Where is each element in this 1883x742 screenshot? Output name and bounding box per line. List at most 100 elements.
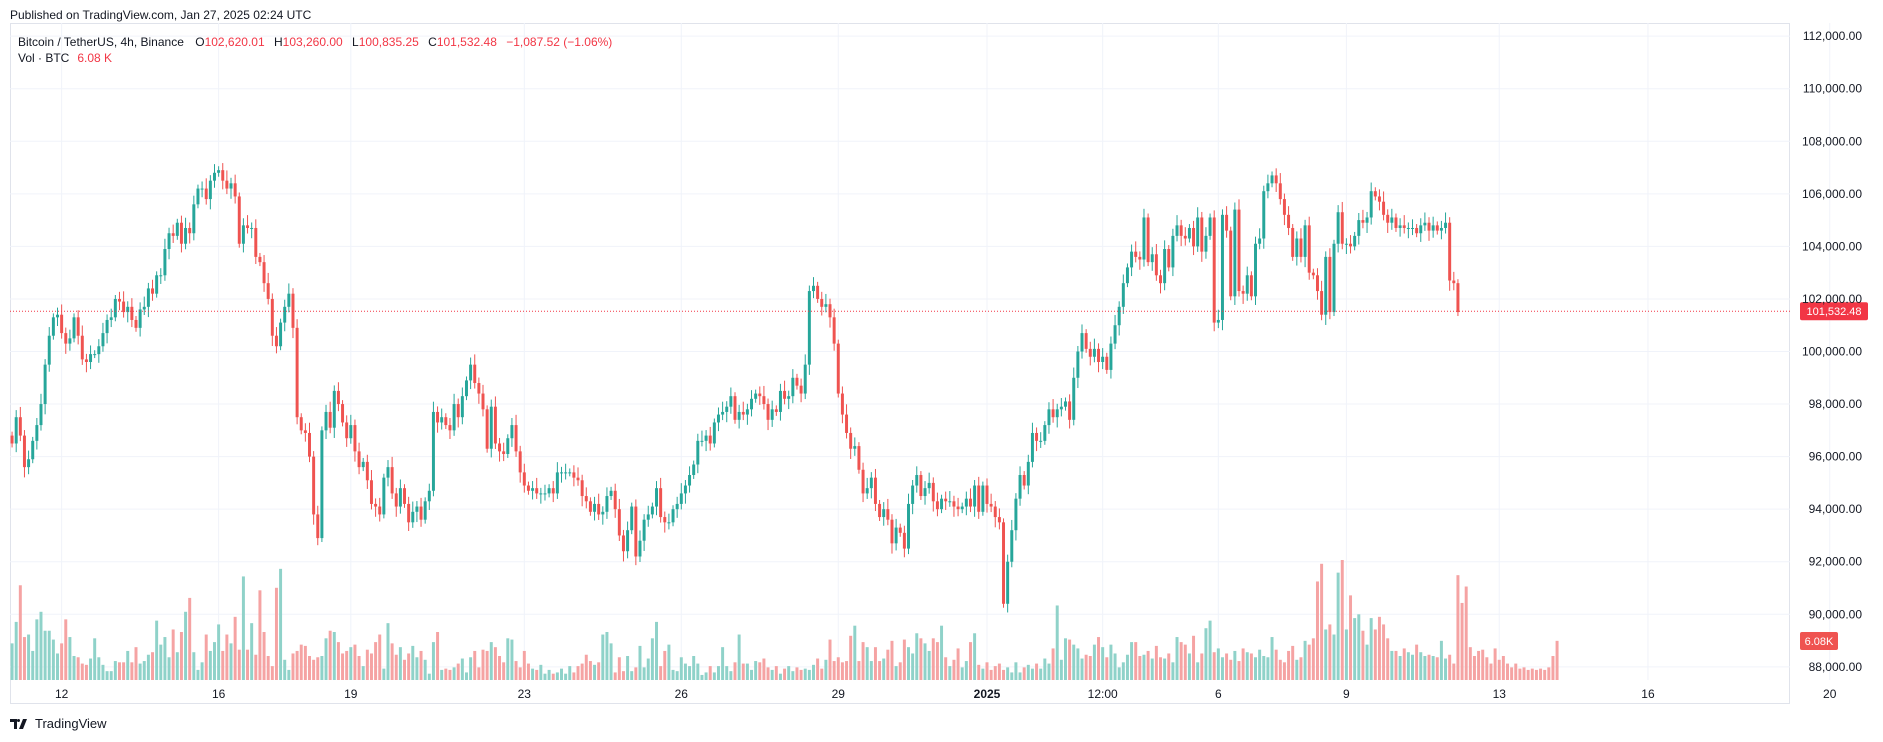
- volume-bar: [836, 657, 840, 680]
- volume-bar: [646, 658, 650, 680]
- time-tick-label: 26: [675, 687, 689, 701]
- volume-bar: [741, 663, 745, 680]
- volume-bar: [597, 662, 601, 680]
- last-price-badge: [1800, 302, 1868, 321]
- candle-body: [1340, 212, 1344, 244]
- candle-body: [638, 540, 642, 557]
- volume-bar: [1382, 624, 1386, 680]
- candle-body: [609, 490, 613, 497]
- volume-bar: [452, 667, 456, 680]
- volume-bar: [948, 666, 952, 680]
- candle-body: [1439, 227, 1443, 231]
- volume-bar: [464, 672, 468, 680]
- symbol-label[interactable]: Bitcoin / TetherUS, 4h, Binance: [18, 35, 184, 49]
- candle-body: [1196, 217, 1200, 247]
- candle-body: [1361, 220, 1365, 223]
- candle-body: [758, 393, 762, 397]
- volume-bar: [225, 634, 229, 680]
- volume-bar: [312, 659, 316, 680]
- volume-value: 6.08 K: [77, 51, 113, 65]
- volume-bar: [361, 666, 365, 680]
- candle-body: [923, 488, 927, 497]
- candle-body: [241, 225, 245, 244]
- volume-bar: [857, 661, 861, 680]
- candle-body: [109, 317, 113, 320]
- volume-bar: [76, 657, 80, 680]
- volume-bar: [882, 658, 886, 680]
- price-tick-label: 106,000.00: [1802, 187, 1862, 201]
- volume-bar: [655, 621, 658, 680]
- candle-body: [436, 411, 440, 423]
- volume-bar: [1406, 652, 1410, 680]
- volume-bar: [1307, 644, 1311, 680]
- volume-bar: [952, 659, 956, 680]
- volume-bar: [609, 643, 613, 680]
- volume-bar: [766, 667, 770, 680]
- volume-bar: [1287, 650, 1291, 680]
- volume-bar: [642, 667, 646, 680]
- candle-body: [266, 283, 270, 299]
- volume-bar: [1196, 662, 1200, 680]
- candle-body: [374, 503, 378, 507]
- candle-body: [283, 306, 287, 323]
- volume-bar: [1014, 662, 1018, 680]
- brand-label[interactable]: TradingView: [35, 716, 107, 731]
- candle-body: [803, 364, 807, 394]
- volume-bar: [403, 659, 407, 680]
- candle-body: [1159, 275, 1162, 284]
- volume-bar: [332, 632, 336, 680]
- footer: TradingView: [10, 716, 107, 731]
- candle-body: [357, 451, 361, 468]
- candle-body: [89, 354, 93, 363]
- volume-bar: [1266, 657, 1270, 680]
- volume-bar: [630, 671, 634, 680]
- candle-body: [1187, 227, 1191, 239]
- candle-body: [134, 319, 138, 328]
- volume-bar: [1010, 672, 1014, 680]
- candle-body: [1055, 409, 1059, 418]
- candle-body: [948, 501, 952, 503]
- candle-body: [807, 291, 811, 365]
- chart-frame: [10, 23, 1790, 704]
- volume-bar: [440, 669, 444, 680]
- volume-bar: [1303, 640, 1307, 680]
- candle-body: [64, 333, 68, 344]
- volume-bar: [1464, 586, 1468, 680]
- candle-body: [1059, 406, 1063, 410]
- time-tick-label: 20: [1823, 687, 1837, 701]
- candle-body: [1295, 238, 1299, 257]
- candle-body: [1254, 243, 1257, 297]
- candle-body: [890, 519, 894, 544]
- volume-bar: [964, 661, 968, 680]
- candle-body: [1270, 175, 1274, 184]
- volume-bar: [650, 638, 654, 680]
- volume-label[interactable]: Vol · BTC: [18, 51, 70, 65]
- candle-body: [1229, 230, 1233, 297]
- candle-body: [1382, 201, 1386, 215]
- candle-body: [981, 485, 985, 512]
- candle-body: [1282, 199, 1286, 215]
- volume-bar: [279, 568, 283, 680]
- candle-body: [1320, 291, 1324, 315]
- candle-body: [113, 298, 117, 318]
- volume-bar: [229, 643, 233, 680]
- candle-body: [564, 472, 568, 474]
- candle-body: [1245, 275, 1249, 294]
- candle-body: [117, 298, 121, 302]
- price-tick-label: 110,000.00: [1803, 82, 1862, 96]
- candle-body: [361, 461, 365, 468]
- candle-body: [1237, 209, 1241, 292]
- candle-body: [1006, 561, 1010, 604]
- candle-body: [977, 485, 981, 512]
- candle-body: [927, 482, 931, 489]
- candle-body: [878, 503, 882, 518]
- candle-body: [799, 385, 803, 394]
- candle-body: [1154, 254, 1158, 276]
- candle-body: [1278, 183, 1282, 200]
- candle-body: [733, 396, 737, 420]
- candle-body: [1068, 401, 1072, 420]
- volume-bar: [985, 662, 989, 680]
- candle-body: [411, 511, 415, 523]
- volume-bar: [1377, 616, 1381, 680]
